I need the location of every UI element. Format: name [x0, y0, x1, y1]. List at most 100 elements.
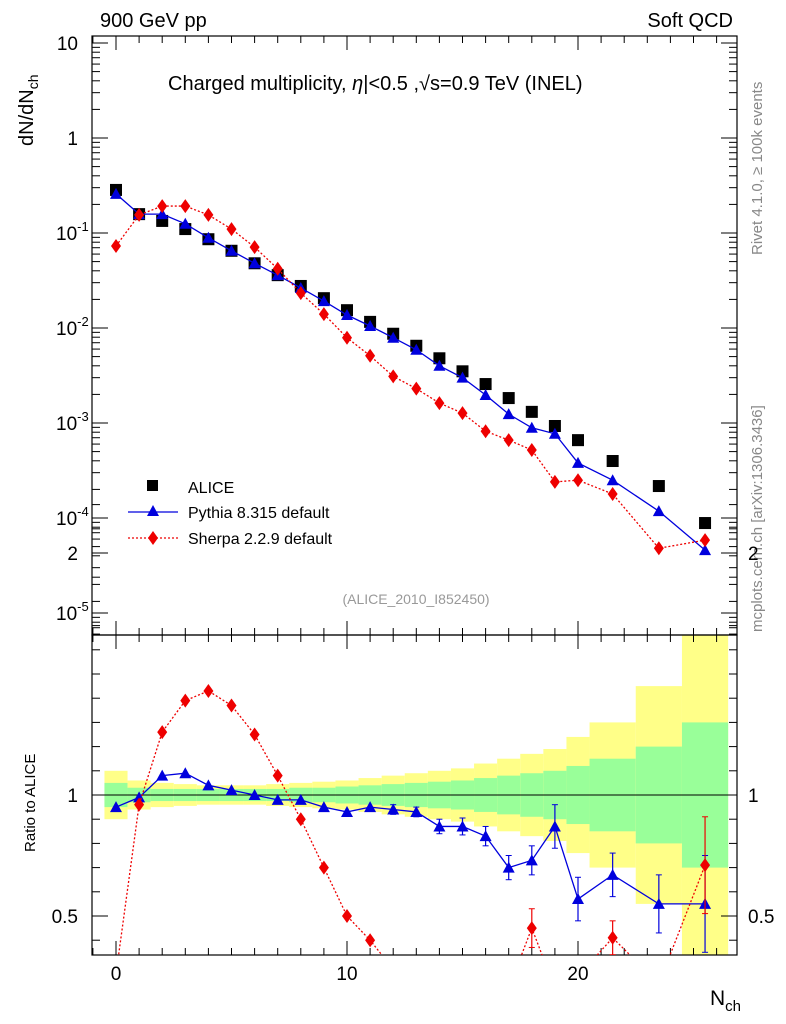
pythia-data-point — [572, 456, 584, 468]
sherpa-data-point — [134, 207, 145, 222]
sherpa-data-point — [434, 396, 445, 411]
alice-data-point — [479, 378, 492, 391]
sherpa-ratio-point — [318, 860, 329, 875]
pythia-ratio-point — [248, 789, 261, 800]
sherpa-ratio-point — [607, 930, 618, 945]
alice-data-point — [548, 419, 561, 432]
sherpa-data-point — [272, 261, 283, 276]
alice-data-point — [456, 365, 469, 378]
rivet-version-label: Rivet 4.1.0, ≥ 100k events — [749, 82, 766, 255]
sherpa-data-point — [180, 199, 191, 214]
pythia-ratio-point — [294, 793, 307, 805]
alice-data-point — [699, 517, 712, 530]
pythia-ratio-point — [433, 820, 446, 832]
alice-data-point — [525, 405, 538, 418]
pythia-ratio-point — [410, 805, 423, 817]
sherpa-data-point — [503, 433, 514, 448]
pythia-data-point — [699, 544, 712, 556]
pythia-data-point — [317, 295, 330, 307]
pythia-ratio-point — [202, 779, 215, 791]
sherpa-ratio-point — [526, 921, 537, 936]
pythia-ratio-point — [572, 893, 584, 905]
ratio-y-tick-label-right: 1 — [748, 786, 759, 807]
pythia-ratio-point — [364, 801, 377, 813]
pythia-ratio-point — [502, 861, 515, 873]
pythia-ratio-point — [156, 769, 169, 781]
sherpa-ratio-point — [226, 698, 237, 713]
sherpa-data-point — [249, 240, 260, 255]
pythia-data-point — [202, 231, 215, 243]
sherpa-ratio-point — [134, 797, 145, 812]
alice-data-point — [652, 480, 665, 493]
header-left-label: 900 GeV pp — [100, 10, 207, 32]
mcplots-label: mcplots.cern.ch [arXiv:1306.3436] — [749, 405, 766, 632]
plot-title: Charged multiplicity, η|<0.5 ,√s=0.9 TeV… — [168, 73, 583, 95]
sherpa-ratio-point — [458, 994, 468, 1008]
pythia-ratio-point — [525, 854, 538, 866]
y-tick-label: 1 — [67, 129, 78, 150]
sherpa-ratio-point — [481, 994, 491, 1008]
pythia-data-point — [479, 389, 492, 401]
ratio-y-tick-label: 0.5 — [52, 907, 78, 928]
pythia-data-point — [248, 257, 261, 269]
pythia-ratio-point — [548, 820, 561, 832]
pythia-data-point — [410, 343, 423, 355]
main-series-layer — [110, 183, 712, 556]
sherpa-data-point — [388, 369, 399, 384]
sherpa-ratio-point — [203, 683, 214, 698]
legend-alice-label: ALICE — [188, 480, 234, 497]
pythia-data-point — [548, 427, 561, 439]
pythia-data-point — [456, 371, 469, 383]
header-right-label: Soft QCD — [647, 10, 733, 32]
sherpa-ratio-point — [504, 982, 514, 996]
y-tick-label: 10-4 — [56, 504, 89, 530]
pythia-ratio-point — [225, 784, 238, 796]
analysis-id-label: (ALICE_2010_I852450) — [342, 591, 489, 607]
pythia-ratio-point — [110, 801, 122, 813]
sherpa-ratio-point — [654, 977, 664, 991]
sherpa-ratio-point — [249, 727, 260, 742]
sherpa-ratio-point — [342, 909, 352, 923]
pythia-ratio-point — [271, 793, 284, 805]
y-tick-label: 10-3 — [56, 409, 89, 435]
sherpa-data-point — [700, 533, 711, 548]
pythia-data-point — [387, 331, 400, 343]
alice-data-point — [502, 392, 515, 405]
pythia-ratio-point — [606, 868, 619, 880]
pythia-data-point — [225, 244, 238, 256]
sherpa-ratio-point — [388, 962, 398, 976]
sherpa-ratio-point — [295, 812, 306, 827]
sherpa-data-point — [480, 424, 491, 439]
ratio-y-tick-label: 1 — [67, 786, 78, 807]
sherpa-data-point — [157, 199, 168, 214]
pythia-data-point — [433, 359, 446, 371]
legend-alice-marker — [147, 480, 158, 491]
y-tick-label: 10-2 — [56, 314, 89, 340]
sherpa-data-point — [365, 348, 376, 363]
ratio-y-tick-label: 2 — [67, 544, 78, 565]
alice-data-point — [572, 434, 584, 447]
main-axis-ticks: 10 1 10-1 10-2 10-3 10-4 10-5 — [56, 34, 737, 635]
pythia-ratio-point — [456, 820, 469, 832]
sherpa-data-point — [653, 541, 664, 556]
sherpa-ratio-point — [157, 725, 168, 740]
ratio-y-tick-label-right: 2 — [748, 544, 759, 565]
sherpa-data-point — [457, 406, 468, 421]
sherpa-data-point — [203, 207, 214, 222]
main-y-axis-label: dN/dNch — [16, 75, 41, 147]
y-tick-label: 10-5 — [56, 599, 89, 625]
pythia-ratio-point — [479, 830, 492, 842]
pythia-data-point — [502, 408, 515, 420]
legend-pythia-label: Pythia 8.315 default — [188, 505, 330, 522]
sherpa-data-point — [111, 238, 121, 253]
pythia-ratio-point — [387, 803, 400, 815]
pythia-ratio-point — [317, 801, 330, 813]
sherpa-data-point — [411, 381, 422, 396]
sherpa-ratio-point — [411, 972, 421, 986]
series-line-2 — [115, 205, 706, 549]
pythia-ratio-point — [341, 805, 353, 817]
x-tick-label: 10 — [336, 964, 357, 985]
sherpa-data-point — [549, 474, 560, 489]
pythia-data-point — [606, 474, 619, 486]
